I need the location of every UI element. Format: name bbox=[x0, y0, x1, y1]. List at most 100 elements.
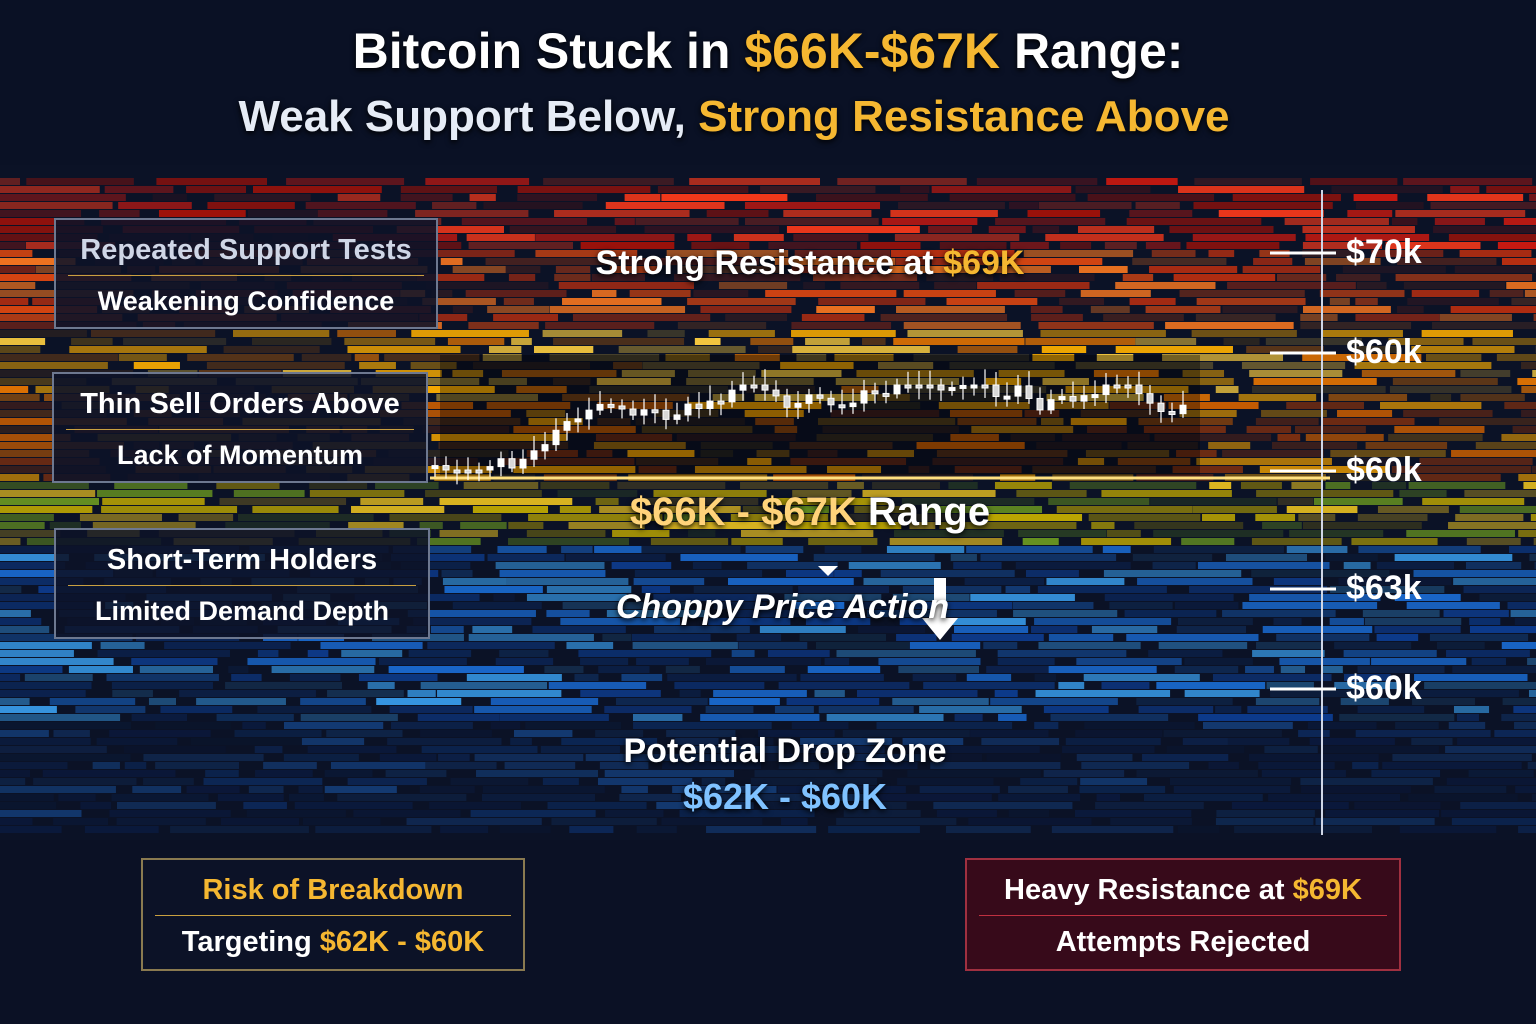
heat-cell bbox=[789, 442, 893, 449]
heat-cell bbox=[633, 578, 705, 585]
heat-cell bbox=[1527, 658, 1536, 665]
heat-cell bbox=[548, 682, 647, 689]
heat-cell bbox=[1518, 826, 1536, 833]
candle-body bbox=[1135, 384, 1143, 395]
heat-cell bbox=[0, 794, 54, 801]
heat-cell bbox=[155, 762, 239, 769]
heat-cell bbox=[970, 594, 1075, 601]
heat-cell bbox=[1448, 234, 1536, 241]
heat-cell bbox=[92, 762, 120, 769]
heat-cell bbox=[0, 282, 36, 289]
heat-cell bbox=[853, 602, 891, 609]
heat-cell bbox=[1053, 402, 1109, 409]
heat-cell bbox=[738, 642, 808, 649]
candle-body bbox=[662, 409, 670, 420]
candle-body bbox=[981, 384, 989, 389]
heat-cell bbox=[160, 706, 233, 713]
heat-cell bbox=[642, 362, 760, 369]
heat-cell bbox=[688, 530, 716, 537]
heat-cell bbox=[528, 514, 663, 521]
heat-cell bbox=[252, 186, 382, 193]
heat-cell bbox=[1533, 538, 1536, 545]
heat-cell bbox=[1514, 618, 1536, 625]
heat-cell bbox=[1176, 626, 1247, 633]
heat-cell bbox=[700, 442, 773, 449]
heat-cell bbox=[635, 418, 745, 425]
heat-cell bbox=[908, 466, 930, 473]
heat-cell bbox=[186, 186, 246, 193]
heat-cell bbox=[1411, 290, 1480, 297]
heat-cell bbox=[734, 354, 780, 361]
heat-cell bbox=[503, 458, 635, 465]
heat-cell bbox=[656, 802, 687, 809]
heat-cell bbox=[1184, 690, 1260, 697]
candle-body bbox=[607, 403, 615, 408]
heat-cell bbox=[1439, 418, 1536, 425]
heat-cell bbox=[684, 794, 818, 801]
heat-cell bbox=[647, 330, 685, 337]
heat-cell bbox=[411, 330, 529, 337]
subtitle-highlight: Strong Resistance Above bbox=[698, 92, 1230, 141]
heat-cell bbox=[493, 314, 559, 321]
heat-cell bbox=[513, 730, 573, 737]
heat-cell bbox=[1251, 538, 1342, 545]
heat-cell bbox=[1238, 394, 1317, 401]
heat-cell bbox=[708, 618, 791, 625]
heat-cell bbox=[1042, 378, 1089, 385]
heat-cell bbox=[1096, 794, 1121, 801]
heat-cell bbox=[1050, 714, 1169, 721]
heat-cell bbox=[509, 226, 617, 233]
heat-cell bbox=[1084, 722, 1195, 729]
heat-cell bbox=[1215, 706, 1242, 713]
heat-cell bbox=[1395, 722, 1439, 729]
heat-cell bbox=[396, 226, 504, 233]
heat-cell bbox=[1189, 586, 1328, 593]
heat-cell bbox=[1486, 186, 1536, 193]
heat-cell bbox=[999, 274, 1095, 281]
down-arrow bbox=[922, 578, 958, 640]
heat-cell bbox=[517, 186, 651, 193]
heat-cell bbox=[1374, 626, 1461, 633]
heat-cell bbox=[217, 794, 284, 801]
heat-cell bbox=[0, 490, 96, 497]
heat-cell bbox=[440, 258, 463, 265]
heat-cell bbox=[1464, 490, 1536, 497]
heat-cell bbox=[687, 234, 712, 241]
heat-cell bbox=[490, 722, 521, 729]
heat-cell bbox=[694, 466, 807, 473]
heat-cell bbox=[1035, 690, 1171, 697]
heat-cell bbox=[164, 642, 291, 649]
box-title: Short-Term Holders bbox=[68, 530, 416, 586]
heat-cell bbox=[1280, 666, 1306, 673]
candle-body bbox=[794, 402, 802, 408]
heat-cell bbox=[1432, 322, 1536, 329]
heat-cell bbox=[1302, 226, 1415, 233]
candle-body bbox=[761, 384, 769, 391]
heat-cell bbox=[542, 330, 623, 337]
heat-cell bbox=[666, 250, 789, 257]
heat-cell bbox=[143, 754, 264, 761]
candle-body bbox=[541, 444, 549, 452]
heat-cell bbox=[836, 650, 976, 657]
heat-cell bbox=[976, 178, 1098, 185]
heat-cell bbox=[1096, 354, 1134, 361]
heat-cell bbox=[1027, 210, 1101, 217]
heat-cell bbox=[942, 754, 983, 761]
heat-cell bbox=[1240, 482, 1282, 489]
heat-cell bbox=[58, 794, 96, 801]
heat-cell bbox=[223, 346, 320, 353]
heat-cell bbox=[1242, 602, 1378, 609]
heat-cell bbox=[840, 282, 920, 289]
heat-cell bbox=[283, 722, 384, 729]
heat-cell bbox=[372, 386, 495, 393]
heat-cell bbox=[1496, 354, 1536, 361]
heat-cell bbox=[657, 186, 749, 193]
heat-cell bbox=[946, 298, 1038, 305]
heat-cell bbox=[834, 570, 862, 577]
heat-cell bbox=[420, 730, 492, 737]
heat-cell bbox=[1258, 762, 1335, 769]
heat-cell bbox=[1354, 362, 1492, 369]
heat-cell bbox=[1286, 402, 1364, 409]
heat-cell bbox=[744, 218, 879, 225]
heat-cell bbox=[1241, 362, 1346, 369]
